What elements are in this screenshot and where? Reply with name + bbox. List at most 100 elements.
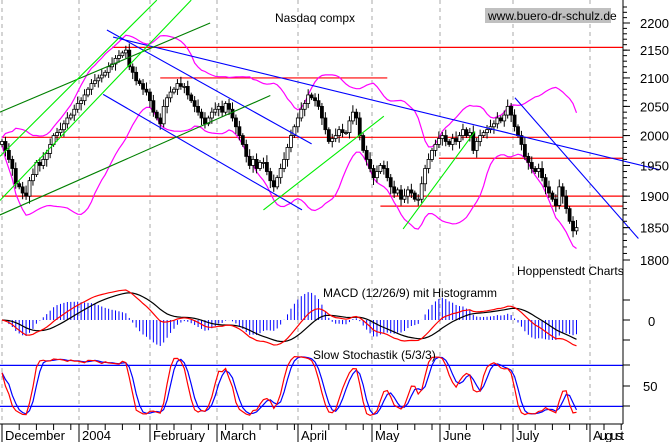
x-tick-label: February <box>153 428 206 442</box>
candle-up <box>467 132 472 136</box>
candle-down <box>192 100 197 107</box>
trendline <box>402 131 476 230</box>
candle-up <box>58 129 63 134</box>
candle-up <box>436 138 441 145</box>
candle-up <box>282 159 286 169</box>
candle-up <box>485 129 489 134</box>
trendline <box>263 115 385 211</box>
y-tick-label: 2150 <box>640 43 669 58</box>
candle-down <box>409 189 414 194</box>
trendline <box>0 22 211 113</box>
candle-down <box>412 192 417 200</box>
candle-up <box>375 171 379 179</box>
candle-down <box>313 97 317 102</box>
candle-down <box>227 103 231 110</box>
candle-down <box>368 159 372 169</box>
candle-up <box>65 117 70 125</box>
y-tick-label: 2050 <box>640 99 669 114</box>
candle-down <box>158 117 163 125</box>
candle-up <box>433 144 438 151</box>
candle-down <box>571 220 575 232</box>
x-tick-label: June <box>443 428 471 442</box>
candle-up <box>68 114 73 119</box>
candle-up <box>0 141 4 145</box>
candle-up <box>337 129 342 136</box>
candle-down <box>443 135 448 142</box>
candle-down <box>560 186 565 197</box>
macd-label: MACD (12/26/9) mit Histogramm <box>323 286 497 300</box>
candle-up <box>378 165 383 172</box>
candle-down <box>254 159 259 169</box>
month-gridlines <box>1 0 591 424</box>
candle-down <box>6 150 11 160</box>
candle-down <box>516 126 520 136</box>
candle-down <box>550 192 555 200</box>
candle-down <box>388 177 393 188</box>
watermark: www.buero-dr-schulz.de <box>487 9 617 23</box>
candle-up <box>292 126 297 136</box>
candle-down <box>24 192 28 197</box>
candle-up <box>34 162 39 175</box>
x-tick-label: July <box>516 428 540 442</box>
candle-down <box>519 135 524 145</box>
candle-up <box>123 49 128 54</box>
candle-down <box>316 100 321 107</box>
candle-down <box>512 114 517 128</box>
candle-down <box>447 141 452 145</box>
candle-up <box>27 180 32 197</box>
x-tick-label: April <box>301 428 327 442</box>
candle-up <box>55 132 59 136</box>
candle-down <box>320 105 324 119</box>
candle-up <box>402 195 407 200</box>
candle-down <box>237 126 242 136</box>
candle-up <box>117 55 121 59</box>
trendline <box>0 0 192 201</box>
candle-down <box>17 183 22 188</box>
candle-down <box>522 144 527 157</box>
candle-up <box>426 159 431 169</box>
candle-up <box>344 132 348 135</box>
horizontal-levels <box>2 46 623 207</box>
stochastic-label: Slow Stochastik (5/3/3) <box>313 348 436 362</box>
y-tick-label: 2200 <box>640 16 669 31</box>
candle-down <box>547 186 551 194</box>
candle-down <box>471 132 476 151</box>
candle-up <box>251 159 256 166</box>
source-label: Hoppenstedt Charts <box>517 264 624 278</box>
trendline <box>0 95 271 216</box>
candle-up <box>299 108 304 119</box>
candle-up <box>333 135 338 139</box>
candle-up <box>172 88 176 93</box>
candle-up <box>574 227 579 232</box>
candle-down <box>529 162 534 169</box>
candle-down <box>234 117 238 128</box>
candle-down <box>533 168 538 172</box>
candle-up <box>261 162 266 164</box>
macd-panel <box>1 289 577 347</box>
candle-up <box>275 177 280 188</box>
trendlines <box>0 0 660 239</box>
trendline <box>106 29 312 145</box>
candle-down <box>244 144 249 157</box>
candle-down <box>185 86 190 96</box>
axis-corner <box>624 424 671 442</box>
candle-down <box>399 189 403 200</box>
candle-down <box>564 195 569 210</box>
bollinger-bands <box>1 34 578 249</box>
candle-up <box>481 132 486 136</box>
candle-up <box>216 105 221 110</box>
candle-down <box>323 117 328 131</box>
candle-down <box>361 135 366 151</box>
candle-up <box>450 138 455 145</box>
candle-up <box>182 86 187 88</box>
candle-up <box>75 103 80 110</box>
candle-down <box>154 111 159 119</box>
candle-up <box>416 198 421 201</box>
x-tick-label: 2004 <box>82 428 111 442</box>
candle-up <box>106 66 111 73</box>
macd-line <box>1 289 577 347</box>
candle-down <box>567 208 572 222</box>
candle-down <box>385 168 390 179</box>
candle-down <box>178 83 183 87</box>
